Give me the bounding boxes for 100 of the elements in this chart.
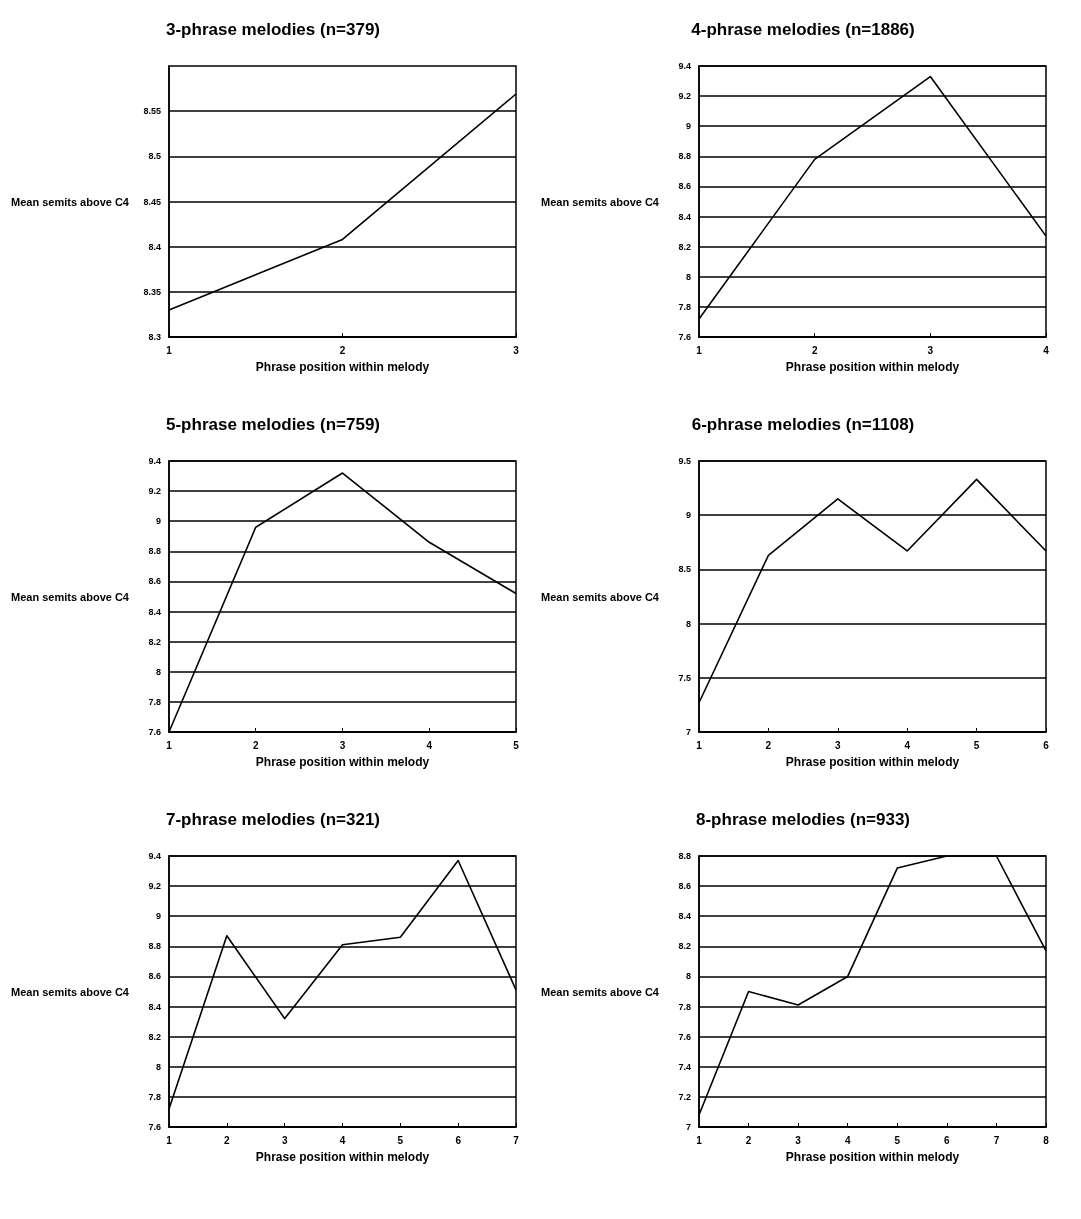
- y-tick-label: 9.4: [678, 61, 691, 71]
- y-tick-label: 8.2: [678, 241, 691, 252]
- x-axis-title: Phrase position within melody: [785, 360, 960, 374]
- x-tick-label: 4: [904, 739, 911, 751]
- y-tick-label: 8.3: [148, 332, 161, 342]
- y-tick-label: 8.4: [148, 606, 161, 617]
- y-tick-label: 9.2: [148, 486, 161, 497]
- x-tick-label: 1: [696, 739, 703, 751]
- y-tick-label: 7: [685, 1122, 691, 1132]
- y-tick-label: 7.6: [678, 1031, 691, 1042]
- y-tick-label: 7.2: [678, 1091, 691, 1102]
- x-tick-label: 3: [835, 739, 842, 751]
- y-tick-label: 7.8: [148, 696, 161, 707]
- y-tick-label: 8.4: [678, 211, 691, 222]
- y-tick-label: 8.8: [148, 941, 161, 952]
- chart-title: 5-phrase melodies (n=759): [165, 415, 381, 434]
- x-tick-label: 6: [1043, 739, 1050, 751]
- chart-title: 8-phrase melodies (n=933): [695, 810, 911, 829]
- x-tick-label: 1: [696, 1134, 703, 1146]
- y-tick-label: 9: [685, 121, 691, 132]
- x-tick-label: 4: [426, 739, 433, 751]
- x-tick-label: 5: [973, 739, 980, 751]
- y-tick-label: 9: [155, 911, 161, 922]
- y-tick-label: 9: [155, 516, 161, 527]
- y-tick-label: 8: [155, 1061, 161, 1072]
- y-tick-label: 8: [155, 666, 161, 677]
- y-tick-label: 9.2: [678, 91, 691, 102]
- x-tick-label: 2: [811, 344, 818, 356]
- y-tick-label: 9: [685, 510, 691, 521]
- y-tick-label: 9.4: [148, 851, 161, 861]
- y-tick-label: 7.6: [148, 727, 161, 737]
- x-tick-label: 2: [224, 1134, 231, 1146]
- y-tick-label: 7: [685, 727, 691, 737]
- y-tick-label: 8.45: [143, 196, 161, 207]
- x-tick-label: 7: [993, 1134, 1000, 1146]
- y-tick-label: 8.6: [148, 971, 161, 982]
- x-axis-title: Phrase position within melody: [785, 755, 960, 769]
- y-tick-label: 7.8: [148, 1091, 161, 1102]
- y-tick-label: 9.2: [148, 881, 161, 892]
- y-tick-label: 8.35: [143, 286, 161, 297]
- x-tick-label: 3: [927, 344, 934, 356]
- x-tick-label: 5: [397, 1134, 404, 1146]
- x-tick-label: 1: [166, 1134, 173, 1146]
- y-tick-label: 8.8: [678, 851, 691, 861]
- x-tick-label: 2: [745, 1134, 752, 1146]
- y-tick-label: 8.6: [678, 181, 691, 192]
- x-tick-label: 3: [795, 1134, 802, 1146]
- chart-title: 7-phrase melodies (n=321): [165, 810, 381, 829]
- y-axis-title: Mean semits above C4: [10, 985, 130, 998]
- x-tick-label: 2: [252, 739, 259, 751]
- y-tick-label: 7.8: [678, 1001, 691, 1012]
- y-tick-label: 8.55: [143, 106, 161, 117]
- x-tick-label: 5: [894, 1134, 901, 1146]
- chart-title: 3-phrase melodies (n=379): [165, 20, 381, 39]
- y-tick-label: 8.4: [148, 241, 161, 252]
- x-tick-label: 7: [513, 1134, 520, 1146]
- y-tick-label: 7.8: [678, 301, 691, 312]
- y-tick-label: 7.4: [678, 1061, 691, 1072]
- x-tick-label: 4: [844, 1134, 851, 1146]
- x-tick-label: 1: [166, 739, 173, 751]
- y-axis-title: Mean semits above C4: [10, 195, 130, 208]
- y-tick-label: 8: [685, 618, 691, 629]
- x-tick-label: 3: [513, 344, 520, 356]
- y-tick-label: 8.5: [678, 564, 691, 575]
- x-tick-label: 6: [944, 1134, 951, 1146]
- y-tick-label: 8.2: [148, 636, 161, 647]
- x-tick-label: 6: [455, 1134, 462, 1146]
- x-tick-label: 1: [166, 344, 173, 356]
- y-tick-label: 8.8: [678, 151, 691, 162]
- x-tick-label: 3: [281, 1134, 288, 1146]
- x-axis-title: Phrase position within melody: [255, 755, 430, 769]
- y-tick-label: 8.6: [678, 881, 691, 892]
- chart-title: 4-phrase melodies (n=1886): [691, 20, 915, 39]
- y-tick-label: 9.4: [148, 456, 161, 466]
- y-tick-label: 8: [685, 271, 691, 282]
- y-tick-label: 8.8: [148, 546, 161, 557]
- y-axis-title: Mean semits above C4: [540, 985, 660, 998]
- y-axis-title: Mean semits above C4: [540, 195, 660, 208]
- y-axis-title: Mean semits above C4: [540, 590, 660, 603]
- x-tick-label: 4: [1043, 344, 1050, 356]
- x-tick-label: 8: [1043, 1134, 1050, 1146]
- x-tick-label: 1: [696, 344, 703, 356]
- y-tick-label: 8.2: [148, 1031, 161, 1042]
- x-tick-label: 5: [513, 739, 520, 751]
- y-tick-label: 7.6: [678, 332, 691, 342]
- y-tick-label: 8.6: [148, 576, 161, 587]
- x-axis-title: Phrase position within melody: [255, 360, 430, 374]
- y-tick-label: 9.5: [678, 456, 691, 466]
- x-tick-label: 2: [339, 344, 346, 356]
- x-tick-label: 2: [765, 739, 772, 751]
- x-tick-label: 4: [339, 1134, 346, 1146]
- chart-title: 6-phrase melodies (n=1108): [691, 415, 915, 434]
- x-axis-title: Phrase position within melody: [785, 1150, 960, 1164]
- y-tick-label: 8: [685, 971, 691, 982]
- y-tick-label: 7.5: [678, 672, 691, 683]
- x-axis-title: Phrase position within melody: [255, 1150, 430, 1164]
- y-tick-label: 8.2: [678, 941, 691, 952]
- y-tick-label: 7.6: [148, 1122, 161, 1132]
- y-tick-label: 8.5: [148, 151, 161, 162]
- y-axis-title: Mean semits above C4: [10, 590, 130, 603]
